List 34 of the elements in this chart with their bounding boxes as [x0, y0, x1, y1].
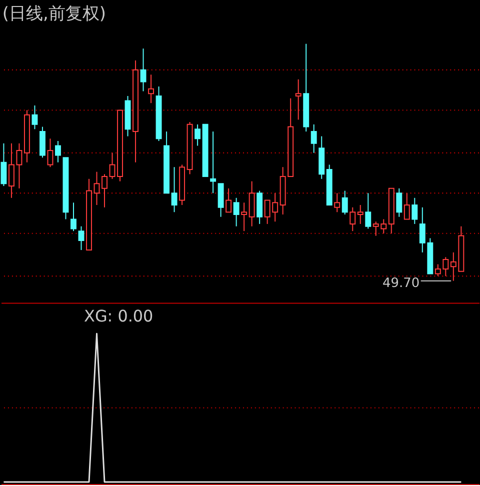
candlestick: [0, 142, 7, 187]
candlestick: [295, 78, 302, 120]
candlestick: [412, 197, 418, 224]
candlestick: [310, 124, 317, 154]
candlestick: [357, 204, 364, 224]
candlestick: [365, 192, 372, 230]
candlestick: [140, 48, 146, 92]
candlestick: [39, 126, 46, 158]
candlestick: [102, 174, 108, 208]
candlestick: [148, 74, 154, 104]
candlestick: [233, 197, 240, 227]
candlestick: [342, 190, 348, 215]
candlestick: [47, 138, 54, 168]
candlestick: [218, 183, 224, 218]
candlestick: [396, 188, 402, 218]
chart-title: (日线,前复权): [2, 2, 106, 23]
candlestick: [109, 152, 116, 180]
candlestick: [78, 226, 84, 251]
candlestick: [256, 190, 263, 224]
candlestick: [334, 192, 340, 213]
candlestick: [248, 180, 255, 227]
candlestick: [210, 131, 216, 194]
candlestick: [194, 124, 201, 146]
candlestick: [70, 202, 76, 232]
candlestick: [94, 171, 100, 206]
candlestick: [171, 166, 178, 213]
candlestick: [404, 192, 410, 220]
candlestick: [350, 206, 356, 232]
chart-title: XG: 0.00: [84, 306, 154, 326]
candlestick: [241, 202, 248, 232]
candlestick: [55, 140, 61, 163]
candlestick: [226, 188, 232, 213]
candlestick: [32, 104, 38, 130]
annotation: 49.70: [382, 276, 420, 291]
